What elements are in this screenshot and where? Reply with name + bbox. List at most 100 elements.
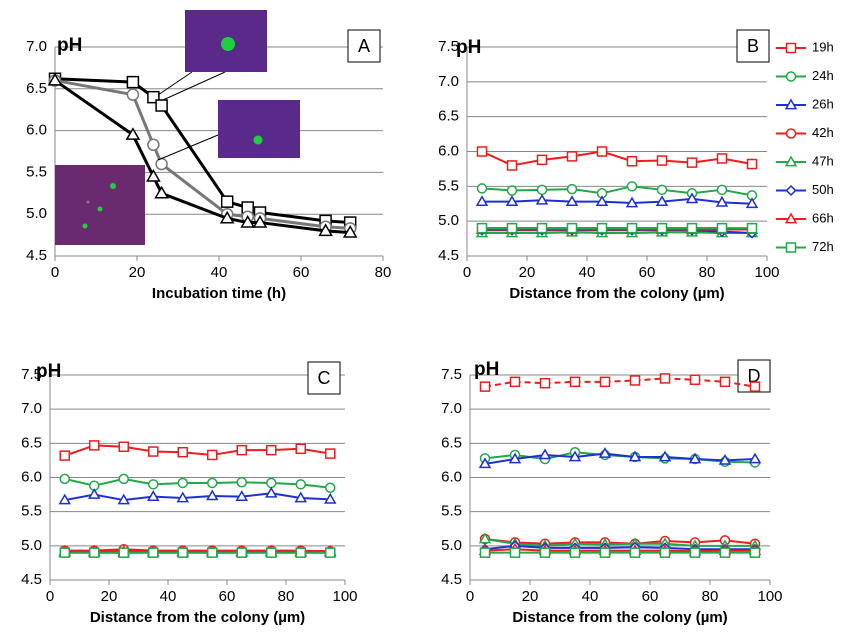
x-axis-label: Incubation time (h) — [152, 285, 286, 302]
y-tick-label: 5.5 — [26, 163, 47, 180]
x-tick-label: 0 — [466, 588, 474, 605]
y-tick-label: 5.0 — [441, 537, 462, 554]
y-tick-label: 5.5 — [441, 503, 462, 520]
x-tick-label: 80 — [278, 588, 295, 605]
series-line — [484, 548, 755, 553]
marker-triangle — [154, 185, 169, 199]
marker-circle — [148, 479, 159, 490]
marker-triangle — [655, 195, 669, 207]
marker-circle — [207, 477, 218, 489]
panel-box — [737, 359, 771, 393]
marker-square — [749, 547, 761, 558]
marker-square — [236, 444, 247, 456]
marker-square — [689, 374, 701, 386]
y-tick-label: 7.0 — [441, 400, 462, 417]
marker-square — [479, 547, 491, 558]
marker-triangle — [240, 215, 256, 228]
y-tick-label: 5.0 — [438, 212, 459, 229]
legend-label: 50h — [812, 182, 834, 197]
marker-triangle — [58, 493, 72, 505]
marker-square — [476, 222, 488, 234]
marker-square — [220, 195, 234, 208]
marker-square — [656, 155, 668, 166]
legend-label: 66h — [812, 210, 834, 225]
marker-circle — [155, 157, 168, 171]
x-tick-label: 0 — [51, 264, 59, 281]
marker-triangle — [47, 72, 63, 86]
marker-triangle — [538, 448, 552, 460]
marker-triangle — [745, 197, 759, 209]
inset-spot — [221, 37, 235, 51]
series-line — [482, 197, 753, 205]
marker-square — [656, 222, 668, 234]
marker-triangle — [176, 491, 190, 503]
marker-square — [479, 381, 491, 392]
panel-box — [347, 29, 381, 63]
marker-triangle — [146, 490, 160, 501]
marker-triangle — [87, 488, 101, 499]
y-tick-label: 6.0 — [26, 122, 47, 139]
x-tick-label: 80 — [375, 264, 392, 281]
y-tick-label: 6.5 — [441, 434, 462, 451]
x-tick-label: 20 — [101, 588, 118, 605]
y-tick-label: 4.5 — [441, 571, 462, 588]
series-line — [484, 452, 756, 465]
series-line — [484, 538, 755, 547]
legend-label: 72h — [812, 239, 834, 254]
x-tick-label: 20 — [129, 264, 146, 281]
marker-square — [118, 547, 129, 558]
x-tick-label: 80 — [699, 264, 716, 281]
insets — [55, 10, 300, 245]
marker-square — [126, 75, 140, 89]
marker-square — [266, 547, 277, 558]
marker-square — [626, 156, 638, 167]
y-tick-label: 6.5 — [438, 108, 459, 125]
marker-square — [147, 90, 160, 104]
y-tick-label: 7.0 — [438, 73, 459, 90]
marker-square — [629, 547, 641, 558]
series-line — [482, 231, 752, 235]
y-axis-label: pH — [456, 37, 481, 58]
marker-circle — [59, 473, 70, 485]
marker-triangle — [294, 491, 308, 503]
marker-square — [659, 373, 671, 384]
y-tick-label: 7.0 — [26, 38, 47, 55]
marker-triangle — [342, 225, 358, 238]
marker-triangle — [264, 486, 278, 498]
y-tick-label: 5.0 — [21, 537, 42, 554]
marker-square — [325, 448, 336, 459]
marker-square — [659, 547, 671, 558]
marker-circle — [126, 88, 140, 101]
marker-triangle — [478, 457, 492, 469]
marker-triangle — [235, 490, 249, 501]
marker-square — [599, 547, 611, 558]
legend-label: 24h — [812, 68, 834, 83]
y-tick-label: 7.5 — [438, 38, 459, 55]
x-tick-label: 40 — [160, 588, 177, 605]
x-tick-label: 40 — [582, 588, 599, 605]
marker-circle — [295, 479, 306, 490]
x-tick-label: 100 — [332, 588, 357, 605]
marker-triangle — [595, 195, 609, 207]
panel-label: B — [747, 36, 759, 56]
x-tick-label: 40 — [579, 264, 596, 281]
marker-triangle — [508, 452, 522, 464]
chart-panel: 4.5 5.0 5.5 6.0 6.5 7.0 7.5 0 20 40 60 80 100 Distanc… — [441, 359, 782, 626]
marker-square — [509, 547, 521, 558]
marker-triangle — [323, 492, 337, 504]
marker-square — [785, 242, 797, 253]
marker-triangle — [628, 450, 642, 462]
marker-square — [686, 222, 698, 234]
x-tick-label: 20 — [522, 588, 539, 605]
y-tick-label: 6.0 — [438, 142, 459, 159]
inset-arrow — [157, 134, 219, 161]
marker-circle — [325, 482, 336, 493]
y-tick-label: 4.5 — [21, 571, 42, 588]
marker-square — [509, 376, 521, 388]
x-tick-label: 60 — [639, 264, 656, 281]
marker-circle — [476, 183, 488, 194]
panel-label: A — [358, 36, 370, 56]
marker-square — [59, 547, 70, 558]
marker-square — [746, 222, 758, 234]
